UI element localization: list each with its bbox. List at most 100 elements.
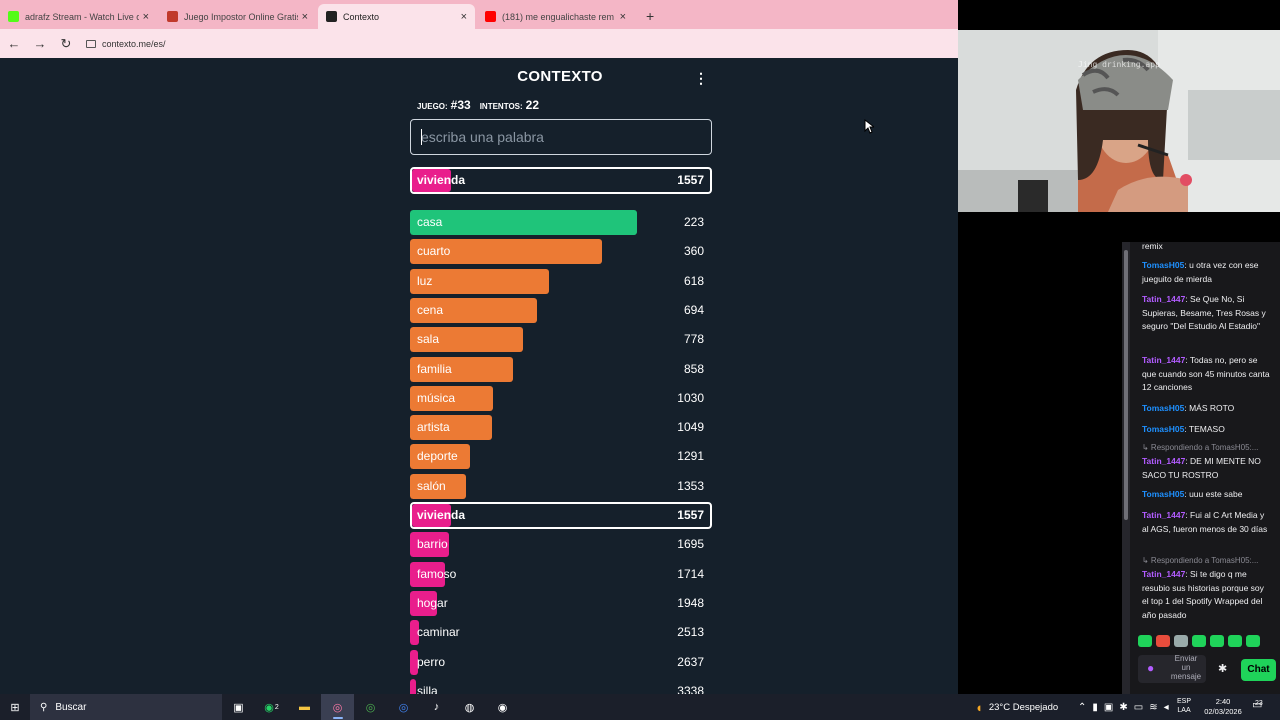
guess-rank: 1353 <box>677 478 704 493</box>
task-view-icon[interactable]: ▣ <box>233 701 244 714</box>
chat-message: Tatin_1447: Todas no, pero se que cuando… <box>1142 354 1272 395</box>
game-number: #33 <box>450 98 471 112</box>
browser-tab[interactable]: Juego Impostor Online Gratis × <box>159 4 316 29</box>
guess-word: cuarto <box>417 244 451 259</box>
guess-word: hogar <box>417 595 448 610</box>
back-icon[interactable]: ← <box>7 36 21 51</box>
browser-tab[interactable]: Contexto × <box>318 4 475 29</box>
chat-reply-context: ↳ Respondiendo a TomasH05:... <box>1142 443 1259 452</box>
chrome-blue-icon[interactable]: ◎ <box>398 701 409 714</box>
emote-icon[interactable] <box>1210 635 1224 647</box>
chat-scrollbar-thumb[interactable] <box>1124 250 1128 520</box>
reload-icon[interactable]: ↻ <box>60 35 72 51</box>
mic-tray-icon[interactable]: ▮ <box>1092 701 1098 713</box>
guess-row: caminar 2513 <box>410 620 712 646</box>
bluetooth-icon[interactable]: ✱ <box>1119 701 1128 713</box>
kebab-menu-icon[interactable]: ⋮ <box>694 70 708 86</box>
chat-username[interactable]: Tatin_1447 <box>1142 355 1186 365</box>
guess-rank: 1291 <box>677 449 704 464</box>
emote-icon[interactable] <box>1174 635 1188 647</box>
chrome-icon[interactable]: ◎ <box>365 701 376 714</box>
emote-icon[interactable] <box>1156 635 1170 647</box>
chat-send-button[interactable]: Chat <box>1241 659 1276 681</box>
display-icon[interactable]: ▭ <box>1133 701 1144 713</box>
chat-message: Tatin_1447: Fui al C Art Media y al AGS,… <box>1142 509 1272 536</box>
microphone-icon[interactable]: ● <box>1147 661 1155 675</box>
chat-input-placeholder[interactable]: Enviar un mensaje <box>1170 654 1202 681</box>
notification-icon[interactable]: ▭ 23 <box>1252 699 1263 711</box>
last-guess-rank: 1557 <box>677 173 704 187</box>
guess-word: cena <box>417 302 444 317</box>
word-input[interactable] <box>410 119 712 155</box>
language-indicator[interactable]: ESP LAA <box>1177 697 1191 715</box>
chat-input[interactable] <box>1138 655 1206 683</box>
chat-username[interactable]: Tatin_1447 <box>1142 569 1186 579</box>
guess-word: barrio <box>417 537 448 552</box>
guess-word: silla <box>417 683 438 694</box>
chat-text: : MÁS ROTO <box>1184 403 1235 413</box>
close-tab-icon[interactable]: × <box>301 10 308 23</box>
volume-icon[interactable]: ◂ <box>1163 701 1169 713</box>
forward-icon[interactable]: → <box>33 36 47 51</box>
guess-row: artista 1049 <box>410 415 712 441</box>
chat-username[interactable]: TomasH05 <box>1142 424 1185 434</box>
obs-icon[interactable]: ◍ <box>464 701 475 714</box>
guess-word: luz <box>417 273 433 288</box>
stream-chat-panel <box>1122 242 1280 694</box>
chat-username[interactable]: TomasH05 <box>1142 260 1185 270</box>
browser-tab[interactable]: (181) me engualichaste rem × <box>477 4 634 29</box>
guess-bar <box>410 473 466 499</box>
chat-message: Tatin_1447: Se Que No, Si Supieras, Besa… <box>1142 293 1272 334</box>
windows-start-icon[interactable]: ⊞ <box>10 701 20 714</box>
meet-icon[interactable]: ▣ <box>1103 701 1114 713</box>
clock-date: 02/03/2026 <box>1204 706 1242 716</box>
chat-username[interactable]: Tatin_1447 <box>1142 294 1186 304</box>
guess-rank: 1695 <box>677 537 704 552</box>
guess-bar <box>410 297 537 323</box>
app-icon[interactable]: ◉ <box>497 701 508 714</box>
whatsapp-icon[interactable]: ◉ 2 <box>264 701 279 714</box>
last-guess-bar <box>412 169 451 192</box>
guess-bar <box>410 620 419 646</box>
emote-icon[interactable] <box>1138 635 1152 647</box>
chat-username[interactable]: TomasH05 <box>1142 403 1185 413</box>
guess-rank: 1030 <box>677 390 704 405</box>
url-text: contexto.me/es/ <box>102 38 166 49</box>
browser-tab[interactable]: adrafz Stream - Watch Live on × <box>0 4 157 29</box>
emote-icon[interactable] <box>1228 635 1242 647</box>
guess-row: música 1030 <box>410 385 712 411</box>
chevron-up-icon[interactable]: ⌃ <box>1078 701 1087 713</box>
site-info-icon[interactable] <box>86 39 96 48</box>
chat-username[interactable]: TomasH05 <box>1142 489 1185 499</box>
url-field[interactable]: contexto.me/es/ <box>86 39 166 49</box>
weather-widget[interactable]: ◖ 23°C Despejado <box>975 694 1058 720</box>
chat-text: : uuu este sabe <box>1184 489 1243 499</box>
close-tab-icon[interactable]: × <box>142 10 149 23</box>
guess-bar <box>410 415 492 441</box>
guess-row: familia 858 <box>410 356 712 382</box>
wifi-icon[interactable]: ≋ <box>1149 701 1158 713</box>
file-explorer-icon[interactable]: ▬ <box>299 701 310 713</box>
tab-title: (181) me engualichaste rem <box>502 11 615 22</box>
chrome-pink-icon[interactable]: ◎ <box>321 694 354 720</box>
close-tab-icon[interactable]: × <box>619 10 626 23</box>
clock[interactable]: 2:40 02/03/2026 <box>1199 697 1247 716</box>
chat-username[interactable]: Tatin_1447 <box>1142 456 1186 466</box>
gear-icon[interactable]: ✱ <box>1218 663 1228 675</box>
guess-bar <box>410 532 449 558</box>
tiktok-icon[interactable]: ♪ <box>433 701 440 713</box>
guess-bar <box>410 268 549 294</box>
game-label: JUEGO: <box>417 102 448 111</box>
taskbar-search[interactable]: ⚲ Buscar <box>30 694 222 720</box>
chat-scrollbar[interactable] <box>1122 242 1130 694</box>
weather-text: 23°C Despejado <box>988 701 1059 713</box>
guess-row: perro 2637 <box>410 649 712 675</box>
chat-username[interactable]: Tatin_1447 <box>1142 510 1186 520</box>
emote-icon[interactable] <box>1246 635 1260 647</box>
new-tab-button[interactable]: + <box>646 8 655 24</box>
chat-message: TomasH05: TEMASO <box>1142 423 1272 437</box>
emote-icon[interactable] <box>1192 635 1206 647</box>
attempts-count: 22 <box>525 98 540 112</box>
text-caret <box>421 129 422 145</box>
close-tab-icon[interactable]: × <box>460 10 467 23</box>
